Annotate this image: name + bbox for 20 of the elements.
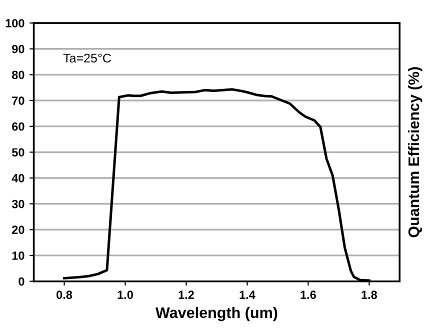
y-tick-label: 40	[12, 174, 24, 182]
x-tick-label: 0.8	[56, 290, 72, 299]
y-tick-label: 20	[12, 226, 24, 234]
x-tick-label: 1.2	[178, 290, 194, 299]
x-tick-label: 1.8	[362, 290, 378, 299]
y-tick-label: 0	[18, 277, 24, 286]
y-tick-label: 50	[12, 148, 24, 157]
y-tick-label: 90	[12, 44, 24, 54]
y-tick-label: 80	[12, 70, 24, 80]
y-tick-label: 100	[6, 19, 24, 28]
x-tick-label: 1.4	[240, 290, 256, 299]
y-tick-label: 30	[12, 200, 24, 208]
y-tick-label: 70	[12, 96, 24, 105]
y-axis-title: Quantum Efficiency (%)	[408, 67, 422, 238]
x-tick-label: 1.0	[118, 290, 133, 299]
y-tick-label: 60	[12, 122, 24, 131]
y-tick-label: 10	[12, 252, 24, 260]
annotation: Ta=25°C	[63, 54, 111, 63]
x-tick-label: 1.6	[300, 290, 316, 299]
x-axis-title: Wavelength (um)	[155, 306, 278, 322]
